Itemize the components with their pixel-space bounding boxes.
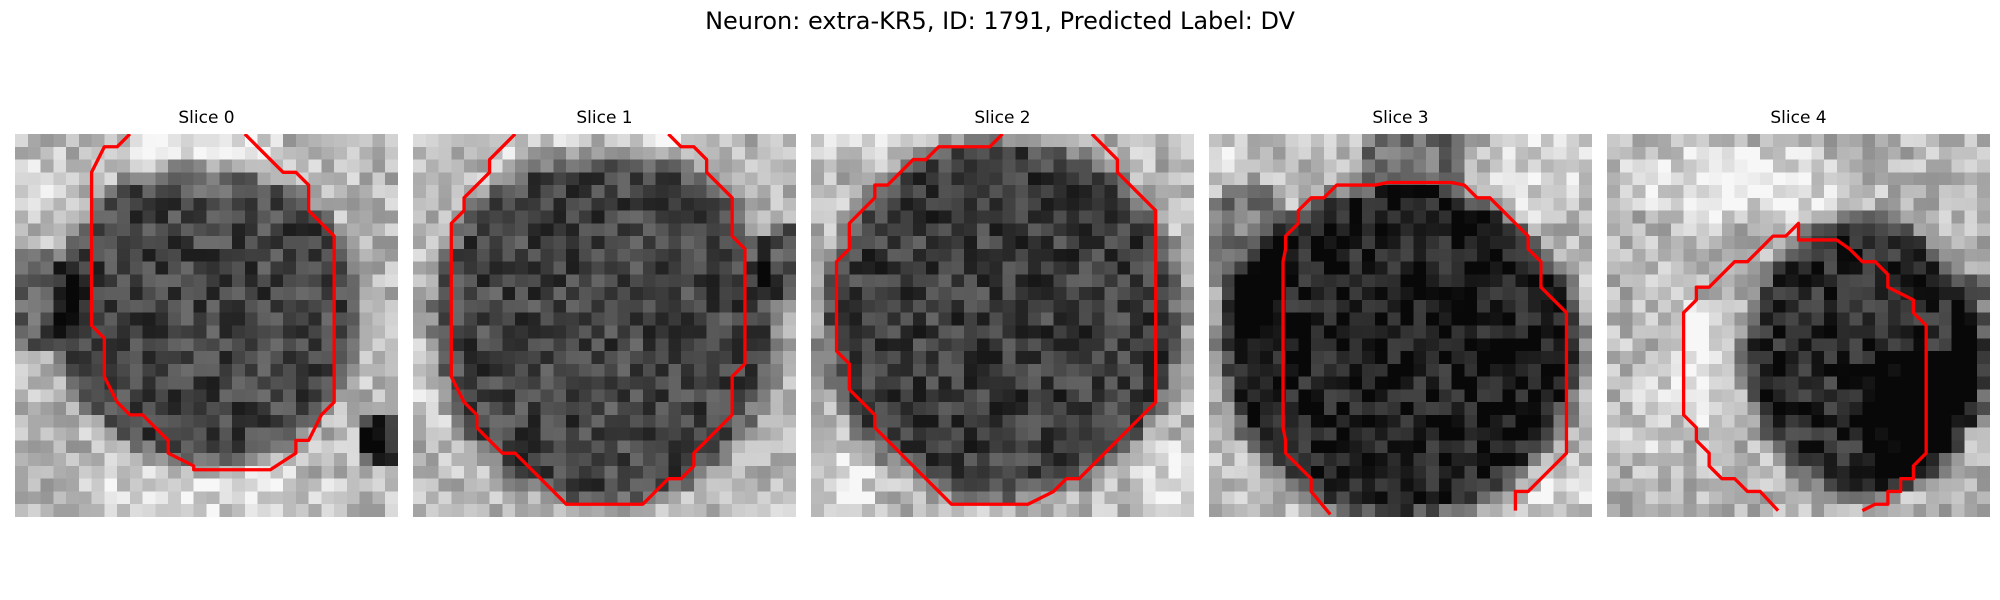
slice-title: Slice 4 bbox=[1770, 108, 1827, 128]
slice-image bbox=[1607, 134, 1990, 517]
slice-image bbox=[1209, 134, 1592, 517]
slice-title: Slice 1 bbox=[576, 108, 633, 128]
slice-title: Slice 3 bbox=[1372, 108, 1429, 128]
segmentation-contour bbox=[834, 134, 1158, 506]
slice-image bbox=[413, 134, 796, 517]
pixel-grid bbox=[811, 134, 1194, 517]
slice-image bbox=[811, 134, 1194, 517]
slice-title: Slice 2 bbox=[974, 108, 1031, 128]
segmentation-contour bbox=[1681, 221, 1928, 513]
slice-image bbox=[15, 134, 398, 517]
slice-panel-2: Slice 2 bbox=[811, 108, 1194, 520]
slice-panel-4: Slice 4 bbox=[1607, 108, 1990, 520]
pixel-grid bbox=[413, 134, 796, 517]
segmentation-contour bbox=[1281, 180, 1569, 516]
slice-title: Slice 0 bbox=[178, 108, 235, 128]
segmentation-contour bbox=[89, 134, 336, 472]
pixel-grid bbox=[1209, 134, 1592, 517]
slice-panel-1: Slice 1 bbox=[413, 108, 796, 520]
slice-panel-3: Slice 3 bbox=[1209, 108, 1592, 520]
slice-panel-0: Slice 0 bbox=[15, 108, 398, 520]
segmentation-contour bbox=[449, 134, 747, 506]
figure-title: Neuron: extra-KR5, ID: 1791, Predicted L… bbox=[705, 7, 1295, 35]
pixel-grid bbox=[15, 134, 398, 517]
pixel-grid bbox=[1607, 134, 1990, 517]
